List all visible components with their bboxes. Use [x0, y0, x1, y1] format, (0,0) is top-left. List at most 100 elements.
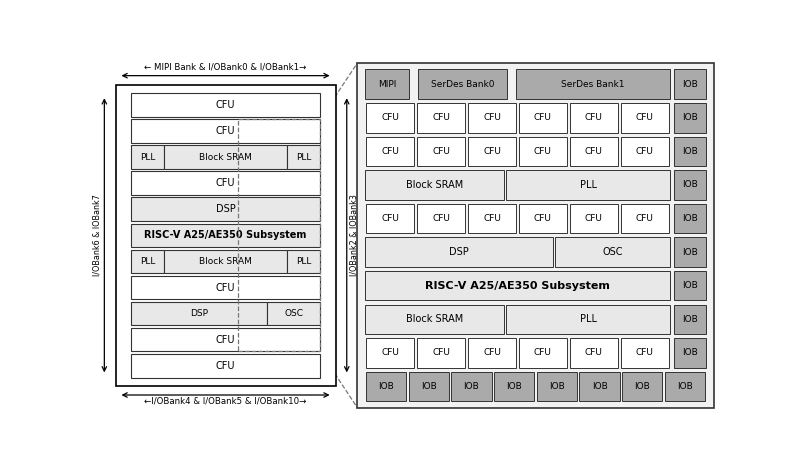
Text: CFU: CFU	[432, 214, 450, 223]
Bar	[131, 302, 267, 325]
Bar	[287, 250, 320, 273]
Text: SerDes Bank1: SerDes Bank1	[562, 80, 625, 89]
Text: DSP: DSP	[449, 247, 469, 257]
Bar	[674, 271, 706, 301]
Text: IOB: IOB	[682, 247, 698, 257]
Text: CFU: CFU	[216, 178, 235, 188]
Text: IOB: IOB	[464, 382, 479, 391]
Text: CFU: CFU	[483, 214, 501, 223]
Bar	[365, 304, 504, 334]
Bar	[164, 250, 287, 273]
Bar	[674, 304, 706, 334]
Text: PLL: PLL	[580, 314, 597, 324]
Bar	[409, 372, 449, 401]
Bar	[417, 338, 466, 368]
Text: CFU: CFU	[636, 147, 654, 156]
Bar	[366, 103, 414, 132]
Text: CFU: CFU	[534, 147, 552, 156]
Text: I/OBank6 & IOBank7: I/OBank6 & IOBank7	[93, 194, 102, 276]
Text: CFU: CFU	[382, 147, 399, 156]
Bar	[418, 69, 506, 99]
Text: RISC-V A25/AE350 Subsystem: RISC-V A25/AE350 Subsystem	[425, 281, 610, 291]
Bar	[131, 250, 164, 273]
Bar	[365, 271, 670, 301]
Bar	[621, 338, 669, 368]
Bar	[366, 137, 414, 166]
Text: ←I/OBank4 & I/OBank5 & I/OBank10→: ←I/OBank4 & I/OBank5 & I/OBank10→	[144, 396, 306, 405]
Bar	[674, 137, 706, 166]
Text: IOB: IOB	[682, 80, 698, 89]
Text: SerDes Bank0: SerDes Bank0	[430, 80, 494, 89]
Text: DSP: DSP	[216, 204, 235, 214]
Text: CFU: CFU	[585, 113, 602, 122]
Text: CFU: CFU	[585, 214, 602, 223]
Text: CFU: CFU	[483, 147, 501, 156]
Text: MIPI: MIPI	[378, 80, 396, 89]
Text: PLL: PLL	[296, 257, 311, 266]
Bar	[417, 204, 466, 233]
Bar	[621, 137, 669, 166]
Bar	[468, 204, 516, 233]
Bar	[518, 103, 567, 132]
Bar	[417, 103, 466, 132]
Text: OSC: OSC	[602, 247, 623, 257]
Bar	[494, 372, 534, 401]
Text: IOB: IOB	[682, 147, 698, 156]
Bar	[131, 119, 320, 143]
Text: CFU: CFU	[216, 335, 235, 345]
Bar	[131, 276, 320, 299]
Bar	[506, 170, 670, 200]
Bar	[579, 372, 620, 401]
Bar	[131, 198, 320, 221]
Text: PLL: PLL	[296, 152, 311, 162]
Bar	[570, 338, 618, 368]
Bar	[131, 328, 320, 351]
Bar	[570, 103, 618, 132]
Text: DSP: DSP	[190, 309, 208, 318]
Text: CFU: CFU	[534, 113, 552, 122]
Bar	[621, 204, 669, 233]
Text: IOB: IOB	[421, 382, 437, 391]
Bar	[468, 338, 516, 368]
Text: IOB: IOB	[592, 382, 607, 391]
Text: CFU: CFU	[432, 113, 450, 122]
Bar	[518, 338, 567, 368]
Text: Block SRAM: Block SRAM	[406, 314, 463, 324]
Text: CFU: CFU	[636, 113, 654, 122]
Bar	[451, 372, 492, 401]
Text: CFU: CFU	[636, 214, 654, 223]
Bar	[115, 85, 336, 386]
Bar	[366, 338, 414, 368]
Bar	[365, 170, 504, 200]
Text: IOB: IOB	[634, 382, 650, 391]
Text: IOB: IOB	[677, 382, 693, 391]
Text: CFU: CFU	[216, 361, 235, 371]
Text: IOB: IOB	[682, 180, 698, 190]
Bar	[287, 145, 320, 169]
Text: IOB: IOB	[682, 281, 698, 290]
Bar	[621, 103, 669, 132]
Bar	[131, 93, 320, 116]
Text: IOB: IOB	[378, 382, 394, 391]
Text: RISC-V A25/AE350 Subsystem: RISC-V A25/AE350 Subsystem	[144, 230, 306, 240]
Text: Block SRAM: Block SRAM	[406, 180, 463, 190]
Bar	[468, 137, 516, 166]
Bar	[131, 354, 320, 377]
Bar	[674, 69, 706, 99]
Bar	[674, 170, 706, 200]
Bar	[516, 69, 670, 99]
Bar	[417, 137, 466, 166]
Bar	[238, 119, 320, 351]
Text: CFU: CFU	[585, 147, 602, 156]
Bar	[555, 237, 670, 267]
Bar	[518, 137, 567, 166]
Text: CFU: CFU	[382, 349, 399, 357]
Bar	[674, 338, 706, 368]
Text: CFU: CFU	[636, 349, 654, 357]
Text: IOB: IOB	[682, 315, 698, 324]
Bar	[537, 372, 577, 401]
Text: IOB: IOB	[506, 382, 522, 391]
Text: IOB: IOB	[549, 382, 565, 391]
Text: CFU: CFU	[382, 113, 399, 122]
Text: CFU: CFU	[216, 100, 235, 110]
